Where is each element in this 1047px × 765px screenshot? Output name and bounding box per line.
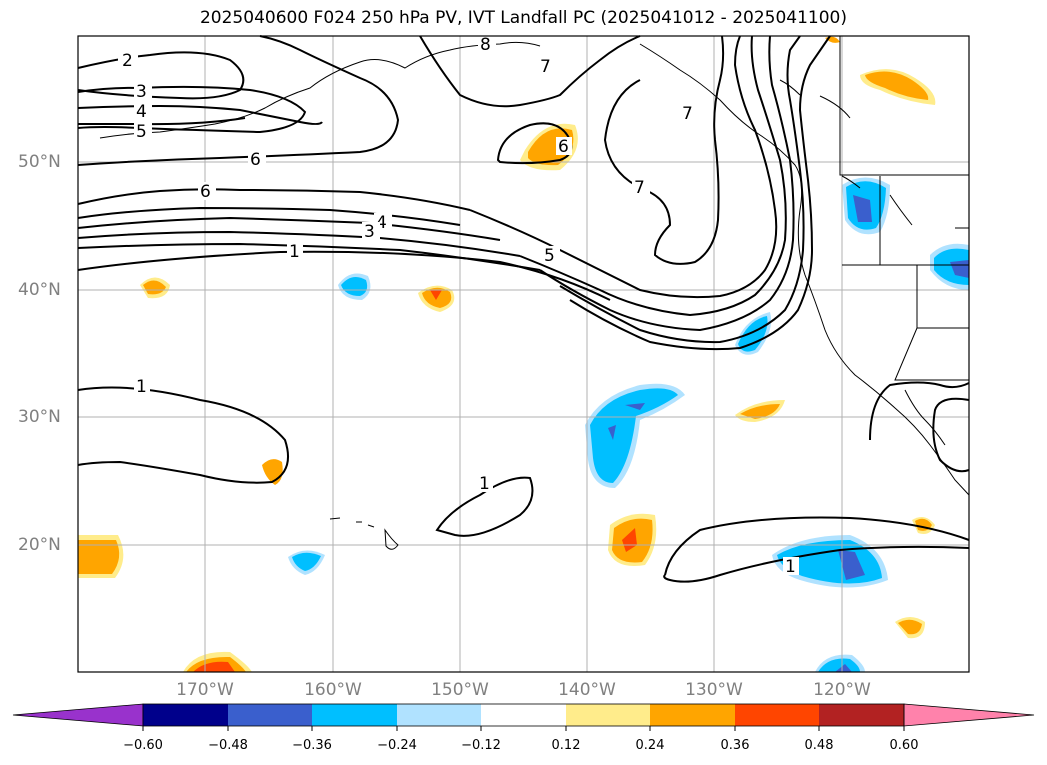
colorbar-segment <box>566 704 650 726</box>
negative-blob <box>625 403 645 410</box>
contour-label: 7 <box>540 57 551 77</box>
lon-label-130w: 130°W <box>685 680 743 700</box>
positive-blob <box>78 540 120 574</box>
negative-blob <box>835 664 852 672</box>
lon-label-150w: 150°W <box>431 680 489 700</box>
lat-label-20n: 20°N <box>18 535 61 555</box>
contour-label: 4 <box>136 102 147 122</box>
contour-label: 3 <box>364 222 375 242</box>
colorbar-segment <box>397 704 481 726</box>
pv-contours <box>77 35 970 583</box>
negative-blob <box>838 550 865 580</box>
lon-label-140w: 140°W <box>558 680 616 700</box>
contour-label: 1 <box>785 557 796 577</box>
positive-blob <box>622 528 637 552</box>
negative-blob <box>341 276 368 296</box>
positive-blob <box>898 619 922 635</box>
contour-label: 2 <box>122 51 133 71</box>
contour-label: 6 <box>200 182 211 202</box>
colorbar-extend-high <box>903 703 1035 727</box>
pc-shading <box>78 36 969 672</box>
colorbar-segment <box>819 704 904 726</box>
colorbar-segment <box>228 704 312 726</box>
colorbar-segment <box>650 704 735 726</box>
lon-label-160w: 160°W <box>304 680 362 700</box>
lon-label-120w: 120°W <box>813 680 871 700</box>
contour-label: 7 <box>634 178 645 198</box>
coastlines <box>99 36 970 550</box>
negative-blob <box>738 316 768 352</box>
lat-label-30n: 30°N <box>18 407 61 427</box>
negative-blob <box>853 195 872 222</box>
colorbar-tick-label: 0.24 <box>635 738 665 753</box>
colorbar-tick-label: 0.36 <box>720 738 750 753</box>
colorbar-tick-label: −0.48 <box>208 738 248 753</box>
negative-blob <box>590 388 678 483</box>
colorbar-tick-label: −0.60 <box>123 738 163 753</box>
colorbar-tick-label: −0.12 <box>461 738 501 753</box>
colorbar-tick-label: 0.12 <box>551 738 581 753</box>
contour-label: 5 <box>136 122 147 142</box>
map-frame <box>77 35 970 673</box>
graticule <box>78 36 969 672</box>
lon-label-170w: 170°W <box>176 680 234 700</box>
positive-blob <box>865 71 929 100</box>
contour-label: 3 <box>136 82 147 102</box>
contour-labels: 2 3 4 5 6 6 4 3 1 5 6 7 7 8 7 1 1 1 <box>118 35 799 577</box>
contour-label: 5 <box>544 246 555 266</box>
colorbar-tick-label: 0.60 <box>889 738 919 753</box>
lat-label-40n: 40°N <box>18 280 61 300</box>
colorbar-segment <box>143 704 228 726</box>
lat-label-50n: 50°N <box>18 152 61 172</box>
contour-label: 6 <box>250 150 261 170</box>
negative-blob <box>818 658 860 672</box>
colorbar-segment <box>735 704 819 726</box>
contour-label: 4 <box>376 213 387 233</box>
negative-blob <box>292 552 321 571</box>
contour-label: 8 <box>480 35 491 55</box>
contour-label: 6 <box>558 137 569 157</box>
colorbar-extend-low <box>12 703 144 727</box>
contour-label: 1 <box>289 242 300 262</box>
contour-label: 7 <box>682 104 693 124</box>
colorbar-tick-label: 0.48 <box>804 738 834 753</box>
positive-blob <box>740 404 780 419</box>
negative-blob <box>608 425 616 440</box>
map-title: 2025040600 F024 250 hPa PV, IVT Landfall… <box>199 8 847 28</box>
colorbar-tick-label: −0.36 <box>292 738 332 753</box>
contour-label: 1 <box>136 377 147 397</box>
colorbar <box>12 703 1035 731</box>
contour-label: 1 <box>479 474 490 494</box>
positive-blob <box>143 280 166 295</box>
positive-blob <box>193 661 235 672</box>
colorbar-tick-label: −0.24 <box>377 738 417 753</box>
colorbar-segment <box>312 704 397 726</box>
colorbar-segment <box>481 704 566 726</box>
positive-blob <box>430 290 442 300</box>
